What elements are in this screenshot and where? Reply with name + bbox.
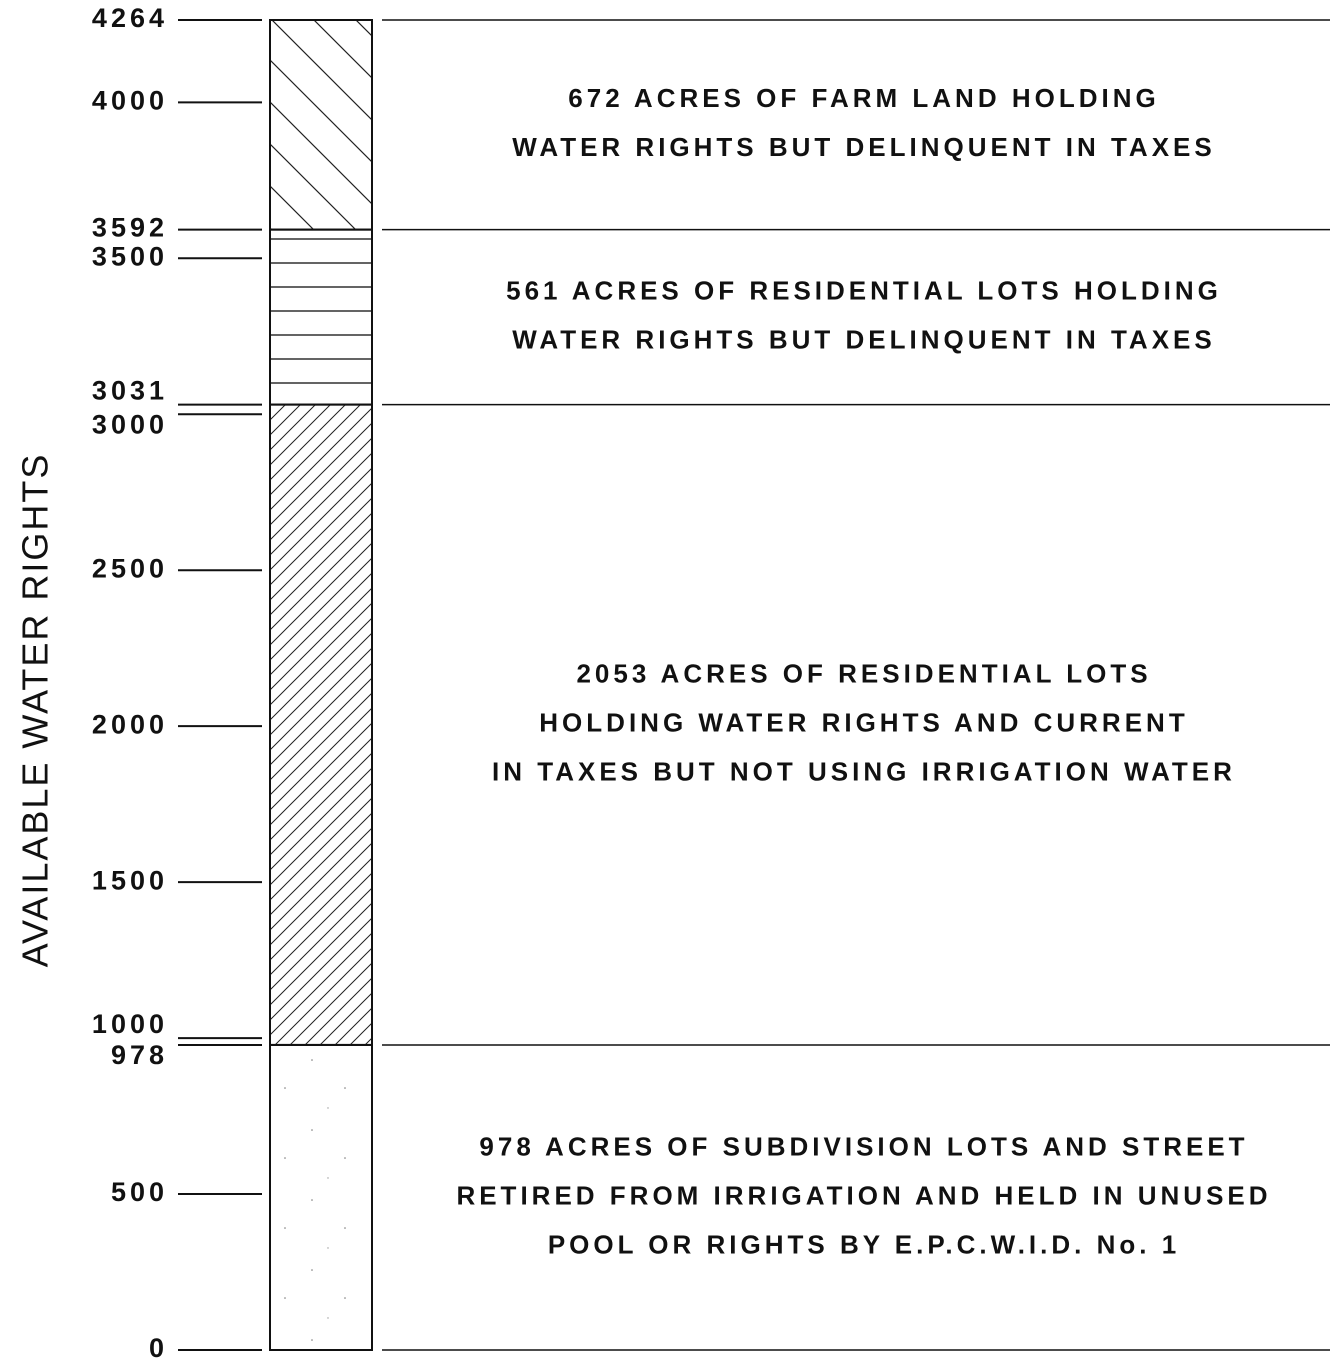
segment-label: IN TAXES BUT NOT USING IRRIGATION WATER [492,757,1236,787]
y-tick-label: 3000 [92,409,168,439]
y-tick-label: 500 [111,1177,168,1207]
bar-segment [269,1043,373,1351]
segment-label: 672 ACRES OF FARM LAND HOLDING [568,83,1159,113]
y-tick-label: 1500 [92,865,168,895]
segment-label: RETIRED FROM IRRIGATION AND HELD IN UNUS… [456,1180,1271,1210]
y-tick-label: 1000 [92,1009,168,1039]
y-axis-title: AVAILABLE WATER RIGHTS [15,453,56,968]
segment-label: WATER RIGHTS BUT DELINQUENT IN TAXES [512,132,1215,162]
y-tick-label: 0 [149,1333,168,1359]
y-tick-label: 2500 [92,553,168,583]
bar-segment [269,403,373,1046]
y-tick-label: 3500 [92,241,168,271]
y-tick-label: 4000 [92,85,168,115]
bar-segment [269,228,373,406]
segment-label: 2053 ACRES OF RESIDENTIAL LOTS [576,659,1151,689]
y-tick-label: 2000 [92,709,168,739]
y-tick-label: 3031 [92,376,168,406]
bar-segment [269,19,373,231]
segment-label: 561 ACRES OF RESIDENTIAL LOTS HOLDING [506,275,1222,305]
segment-label: 978 ACRES OF SUBDIVISION LOTS AND STREET [479,1131,1248,1161]
segment-label: POOL OR RIGHTS BY E.P.C.W.I.D. No. 1 [548,1229,1180,1259]
segment-label: WATER RIGHTS BUT DELINQUENT IN TAXES [512,324,1215,354]
y-tick-label: 3592 [92,213,168,243]
y-tick-label: 978 [111,1040,168,1070]
segment-label: HOLDING WATER RIGHTS AND CURRENT [539,708,1188,738]
y-tick-label: 4264 [92,3,168,33]
